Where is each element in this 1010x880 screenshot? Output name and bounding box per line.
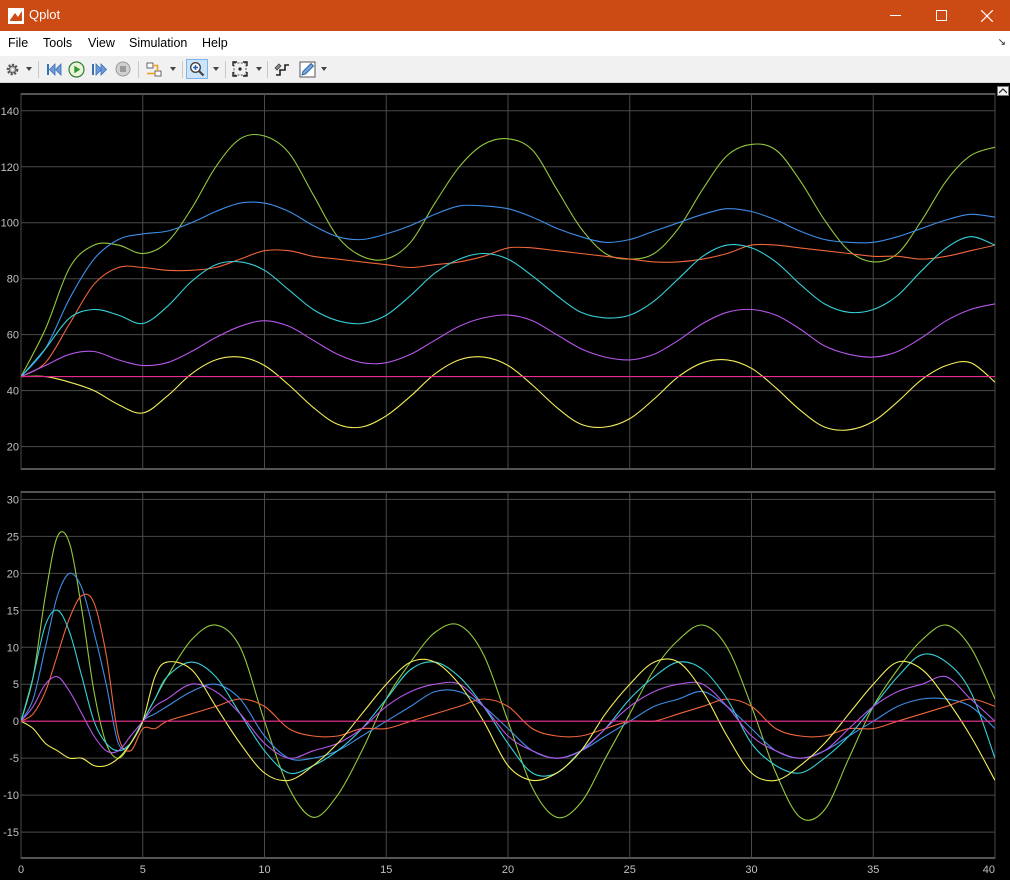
style-button[interactable] bbox=[273, 60, 291, 78]
menu-file[interactable]: File bbox=[8, 36, 29, 50]
bottom-axes[interactable]: -15 -10 -5 0 5 10 15 20 25 30 0 5 10 15 20 25 30 35 40 bbox=[3, 491, 996, 876]
close-button[interactable] bbox=[964, 0, 1010, 31]
series-line bbox=[21, 531, 995, 821]
y-tick-label: 20 bbox=[7, 568, 19, 580]
signal-highlight-button[interactable] bbox=[145, 60, 163, 78]
y-tick-label: 140 bbox=[1, 106, 19, 118]
y-tick-label: 100 bbox=[1, 218, 19, 230]
toolbar-separator bbox=[38, 61, 39, 78]
toolbar-separator bbox=[182, 61, 183, 78]
toolbar-separator bbox=[225, 61, 226, 78]
title-bar: Qplot bbox=[0, 0, 1010, 31]
signal-highlight-icon bbox=[146, 62, 161, 76]
close-icon bbox=[981, 9, 993, 22]
y-tick-label: 30 bbox=[7, 494, 19, 506]
minimize-button[interactable] bbox=[872, 0, 918, 31]
x-tick-label: 30 bbox=[745, 864, 757, 876]
toolbar bbox=[0, 56, 1010, 83]
y-tick-label: -10 bbox=[3, 790, 19, 802]
step-forward-icon bbox=[91, 62, 107, 76]
x-tick-label: 20 bbox=[502, 864, 514, 876]
menu-view[interactable]: View bbox=[88, 36, 115, 50]
run-button[interactable] bbox=[67, 60, 85, 78]
y-tick-label: 80 bbox=[7, 274, 19, 286]
edit-icon bbox=[299, 61, 315, 77]
zoom-dropdown-icon[interactable] bbox=[213, 67, 219, 71]
y-tick-label: 15 bbox=[7, 605, 19, 617]
series-line bbox=[21, 201, 995, 377]
menu-simulation[interactable]: Simulation bbox=[129, 36, 188, 50]
series-line bbox=[21, 593, 995, 752]
x-tick-label: 5 bbox=[140, 864, 146, 876]
matlab-logo-icon bbox=[8, 8, 24, 24]
y-tick-label: 40 bbox=[7, 386, 19, 398]
toolbar-separator bbox=[267, 61, 268, 78]
series-line bbox=[21, 658, 995, 782]
x-tick-label: 0 bbox=[18, 864, 24, 876]
zoom-in-button[interactable] bbox=[186, 59, 208, 79]
x-tick-label: 25 bbox=[624, 864, 636, 876]
menu-help[interactable]: Help bbox=[202, 36, 228, 50]
y-tick-label: 25 bbox=[7, 531, 19, 543]
restore-icon bbox=[999, 88, 1007, 94]
step-forward-button[interactable] bbox=[90, 60, 108, 78]
zoom-in-icon bbox=[189, 61, 205, 77]
maximize-icon bbox=[935, 10, 947, 21]
window-title: Qplot bbox=[29, 7, 61, 22]
x-tick-label: 40 bbox=[983, 864, 995, 876]
step-back-icon bbox=[46, 62, 61, 76]
signal-dropdown-icon[interactable] bbox=[170, 67, 176, 71]
series-line bbox=[21, 236, 995, 377]
stop-icon bbox=[115, 61, 131, 77]
series-line bbox=[21, 675, 995, 759]
y-tick-label: 60 bbox=[7, 330, 19, 342]
y-tick-label: 0 bbox=[13, 716, 19, 728]
menu-tools[interactable]: Tools bbox=[43, 36, 73, 50]
x-tick-label: 10 bbox=[258, 864, 270, 876]
maximize-button[interactable] bbox=[918, 0, 964, 31]
settings-dropdown-icon[interactable] bbox=[26, 67, 32, 71]
fit-dropdown-icon[interactable] bbox=[256, 67, 262, 71]
dock-arrow-icon[interactable]: ↘ bbox=[997, 37, 1006, 48]
series-line bbox=[21, 356, 995, 431]
top-axes[interactable]: 20 40 60 80 100 120 140 bbox=[1, 93, 996, 470]
plot-canvas: 20 40 60 80 100 120 140 -15 -10 -5 0 5 10 15 20 25 30 0 5… bbox=[1, 93, 996, 876]
y-tick-label: 5 bbox=[13, 679, 19, 691]
plot-area: 20 40 60 80 100 120 140 -15 -10 -5 0 5 10 15 20 25 30 0 5… bbox=[0, 83, 1010, 880]
settings-button[interactable] bbox=[4, 60, 20, 78]
y-tick-label: 120 bbox=[1, 162, 19, 174]
x-tick-label: 35 bbox=[867, 864, 879, 876]
stop-button[interactable] bbox=[114, 60, 132, 78]
edit-dropdown-icon[interactable] bbox=[321, 67, 327, 71]
x-tick-label: 15 bbox=[380, 864, 392, 876]
minimize-icon bbox=[889, 15, 901, 16]
edit-button[interactable] bbox=[297, 60, 317, 78]
series-line bbox=[21, 303, 995, 378]
step-back-button[interactable] bbox=[45, 60, 63, 78]
run-icon bbox=[67, 60, 85, 78]
restore-layout-button[interactable] bbox=[997, 86, 1009, 96]
y-tick-label: 10 bbox=[7, 642, 19, 654]
menu-bar: File Tools View Simulation Help ↘ bbox=[0, 31, 1010, 56]
fit-to-view-icon bbox=[232, 61, 248, 77]
fit-to-view-button[interactable] bbox=[231, 60, 249, 78]
series-line bbox=[21, 133, 995, 377]
y-tick-label: -15 bbox=[3, 827, 19, 839]
toolbar-separator bbox=[138, 61, 139, 78]
y-tick-label: -5 bbox=[9, 753, 19, 765]
series-line bbox=[21, 243, 995, 378]
settings-icon bbox=[6, 63, 18, 75]
y-tick-label: 20 bbox=[7, 442, 19, 454]
style-icon bbox=[274, 63, 289, 76]
